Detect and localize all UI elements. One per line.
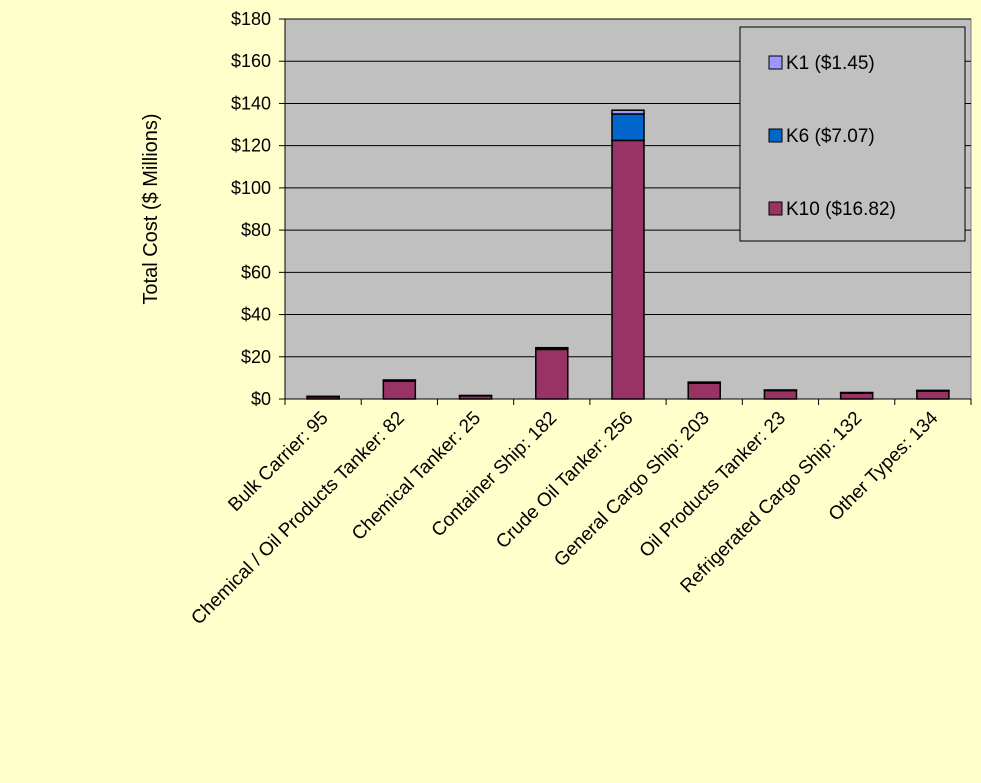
bar-segment-1 [763, 389, 798, 400]
x-category-label: Container Ship: 182 [428, 408, 562, 542]
legend-swatch [768, 55, 783, 70]
legend-label: K6 ($7.07) [786, 126, 875, 147]
legend-swatch [768, 128, 783, 143]
y-tick-label: $120 [231, 136, 271, 156]
y-tick-label: $100 [231, 178, 271, 198]
y-tick-label: $20 [241, 347, 271, 367]
bars [306, 109, 950, 400]
x-category-label: Crude Oil Tanker: 256 [492, 408, 637, 553]
bar-segment-3 [611, 109, 645, 115]
x-category-label: Oil Products Tanker: 23 [636, 408, 790, 562]
bar-segment-1 [916, 390, 950, 400]
y-tick-label: $0 [251, 389, 271, 409]
y-tick-label: $80 [241, 220, 271, 240]
x-axis-ticks [284, 399, 972, 405]
bar-segment-2 [611, 113, 645, 142]
y-tick-label: $160 [231, 51, 271, 71]
legend-label: K1 ($1.45) [786, 53, 875, 74]
y-tick-label: $60 [241, 262, 271, 282]
y-tick-label: $40 [241, 305, 271, 325]
legend: K1 ($1.45) K6 ($7.07) K10 ($16.82) [739, 26, 966, 242]
y-tick-label: $140 [231, 93, 271, 113]
y-tick-label: $180 [231, 9, 271, 29]
bar-segment-1 [535, 348, 569, 400]
x-category-label: Chemical Tanker: 25 [348, 408, 485, 545]
legend-label: K10 ($16.82) [786, 199, 896, 220]
bar-segment-1 [382, 380, 417, 400]
bar-segment-1 [687, 382, 721, 400]
y-axis-title: Total Cost ($ Millions) [140, 113, 162, 304]
y-axis-ticks: $0 $20 $40 $60 $80 $100 $120 $140 $160 $180 [231, 9, 285, 409]
bar-segment-1 [611, 139, 645, 400]
legend-swatch [768, 201, 783, 216]
bar-segment-1 [839, 392, 874, 400]
x-category-label: General Cargo Ship: 203 [550, 408, 713, 571]
